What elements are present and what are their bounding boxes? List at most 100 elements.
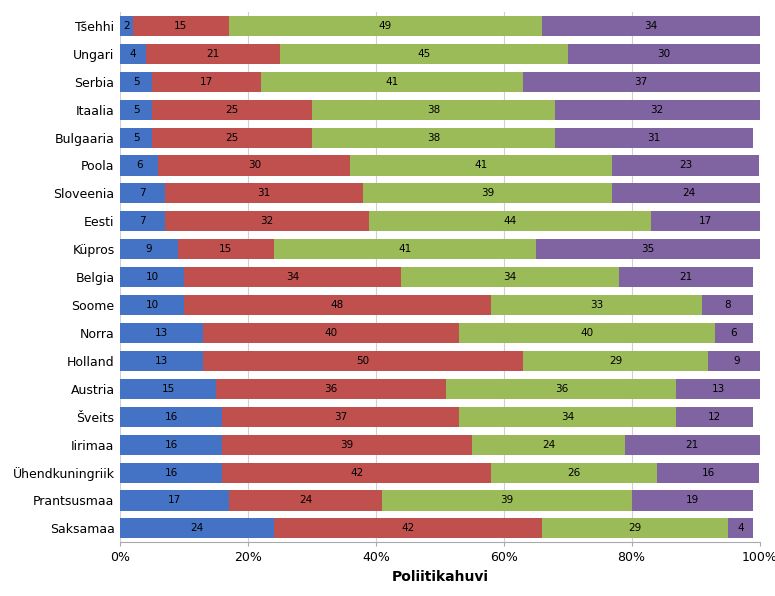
Text: 21: 21: [206, 49, 219, 59]
Text: 42: 42: [350, 468, 363, 477]
Text: 48: 48: [331, 300, 344, 310]
Bar: [184, 295, 491, 315]
Text: 31: 31: [257, 188, 270, 198]
Bar: [370, 211, 651, 231]
Text: 33: 33: [590, 300, 603, 310]
Text: 17: 17: [168, 495, 181, 505]
Bar: [120, 156, 159, 175]
Text: 39: 39: [340, 440, 353, 449]
Text: 24: 24: [683, 188, 696, 198]
Bar: [708, 351, 766, 371]
Text: 25: 25: [226, 132, 239, 142]
X-axis label: Poliitikahuvi: Poliitikahuvi: [391, 570, 488, 584]
Text: 41: 41: [475, 160, 488, 170]
Bar: [120, 239, 177, 259]
Text: 21: 21: [680, 272, 693, 282]
Text: 29: 29: [629, 523, 642, 533]
Text: 45: 45: [417, 49, 430, 59]
Text: 9: 9: [146, 244, 152, 254]
Bar: [274, 239, 536, 259]
Text: 16: 16: [164, 412, 178, 422]
Bar: [152, 128, 312, 148]
Text: 34: 34: [644, 21, 657, 31]
Text: 12: 12: [708, 412, 722, 422]
Text: 34: 34: [286, 272, 299, 282]
Text: 24: 24: [299, 495, 312, 505]
Bar: [651, 211, 760, 231]
Text: 10: 10: [146, 300, 159, 310]
Bar: [677, 406, 753, 427]
Bar: [363, 184, 612, 203]
Text: 24: 24: [542, 440, 555, 449]
Bar: [401, 267, 618, 287]
Bar: [625, 434, 760, 455]
Bar: [120, 72, 152, 92]
Bar: [159, 156, 350, 175]
Text: 21: 21: [686, 440, 699, 449]
Text: 2: 2: [123, 21, 130, 31]
Bar: [459, 406, 677, 427]
Text: 16: 16: [164, 468, 178, 477]
Bar: [165, 211, 370, 231]
Bar: [120, 267, 184, 287]
Bar: [536, 239, 760, 259]
Text: 25: 25: [226, 105, 239, 114]
Text: 4: 4: [737, 523, 744, 533]
Text: 15: 15: [174, 21, 188, 31]
Text: 5: 5: [133, 132, 140, 142]
Text: 39: 39: [501, 495, 514, 505]
Bar: [542, 16, 760, 36]
Text: 34: 34: [504, 272, 517, 282]
Bar: [120, 379, 216, 399]
Bar: [120, 491, 229, 511]
Bar: [146, 44, 280, 64]
Bar: [728, 519, 753, 538]
Bar: [555, 128, 753, 148]
Text: 44: 44: [504, 216, 517, 226]
Text: 6: 6: [731, 328, 737, 338]
Text: 9: 9: [734, 356, 740, 366]
Bar: [216, 379, 446, 399]
Text: 7: 7: [140, 216, 146, 226]
Text: 26: 26: [567, 468, 580, 477]
Bar: [618, 267, 753, 287]
Text: 41: 41: [385, 77, 398, 86]
Bar: [120, 323, 203, 343]
Text: 32: 32: [650, 105, 664, 114]
Text: 32: 32: [260, 216, 274, 226]
Bar: [222, 462, 491, 483]
Bar: [152, 100, 312, 120]
Text: 41: 41: [398, 244, 412, 254]
Bar: [120, 519, 274, 538]
Bar: [177, 239, 274, 259]
Text: 50: 50: [356, 356, 370, 366]
Text: 17: 17: [698, 216, 711, 226]
Text: 24: 24: [190, 523, 204, 533]
Text: 30: 30: [657, 49, 670, 59]
Text: 10: 10: [146, 272, 159, 282]
Bar: [222, 434, 472, 455]
Text: 17: 17: [200, 77, 213, 86]
Text: 37: 37: [635, 77, 648, 86]
Bar: [446, 379, 677, 399]
Bar: [657, 462, 760, 483]
Text: 16: 16: [164, 440, 178, 449]
Bar: [203, 323, 459, 343]
Text: 5: 5: [133, 105, 140, 114]
Text: 23: 23: [680, 160, 693, 170]
Bar: [120, 16, 133, 36]
Bar: [229, 16, 542, 36]
Bar: [222, 406, 459, 427]
Bar: [542, 519, 728, 538]
Text: 31: 31: [647, 132, 660, 142]
Bar: [152, 72, 260, 92]
Text: 42: 42: [401, 523, 415, 533]
Bar: [274, 519, 542, 538]
Bar: [459, 323, 715, 343]
Text: 15: 15: [161, 384, 174, 394]
Bar: [120, 295, 184, 315]
Bar: [120, 128, 152, 148]
Bar: [677, 379, 760, 399]
Text: 36: 36: [325, 384, 338, 394]
Bar: [280, 44, 567, 64]
